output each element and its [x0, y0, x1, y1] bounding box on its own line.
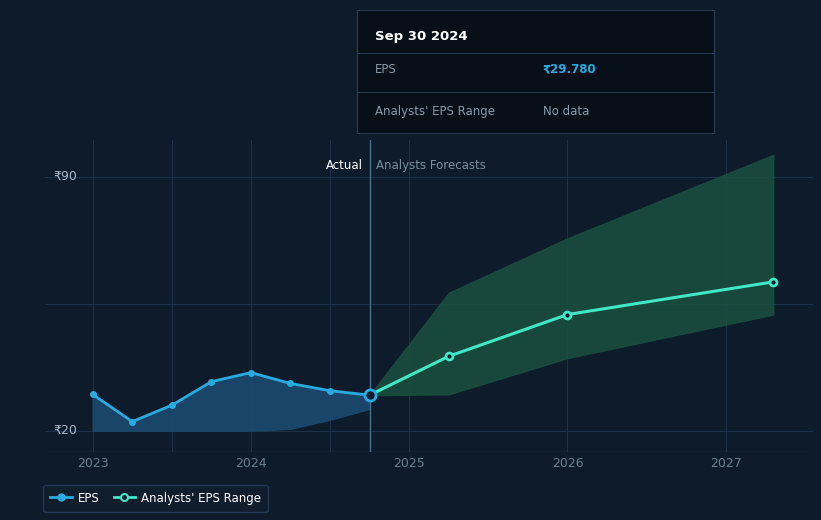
Text: EPS: EPS: [375, 62, 397, 75]
Legend: EPS, Analysts' EPS Range: EPS, Analysts' EPS Range: [44, 485, 268, 512]
Text: Sep 30 2024: Sep 30 2024: [375, 30, 468, 43]
Text: ₹29.780: ₹29.780: [543, 62, 597, 75]
Text: ₹90: ₹90: [53, 170, 77, 183]
Text: ₹20: ₹20: [53, 424, 77, 437]
Text: Analysts Forecasts: Analysts Forecasts: [376, 159, 486, 172]
Text: Analysts' EPS Range: Analysts' EPS Range: [375, 106, 495, 119]
Text: No data: No data: [543, 106, 589, 119]
Text: Actual: Actual: [326, 159, 363, 172]
